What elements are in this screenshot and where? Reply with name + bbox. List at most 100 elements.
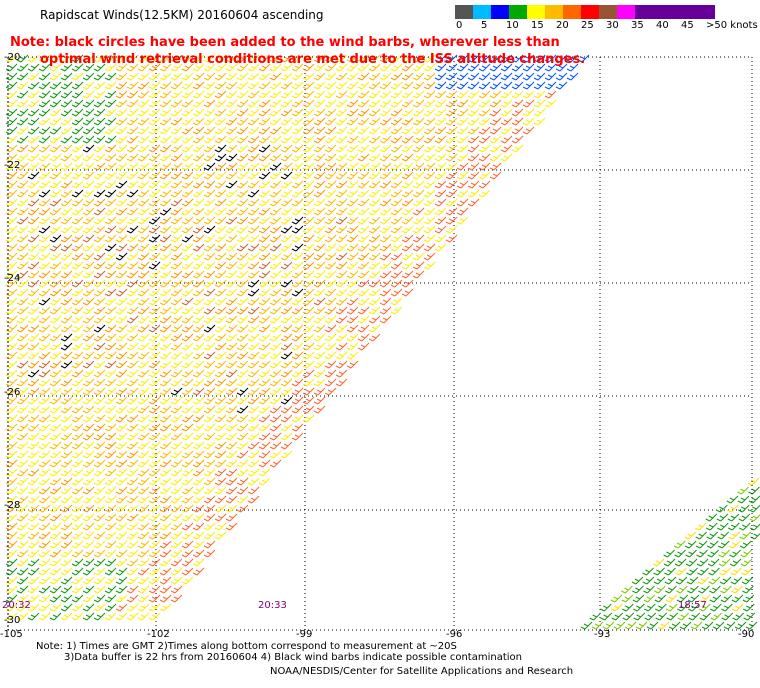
wind-barb (115, 207, 128, 216)
wind-barb (390, 54, 403, 63)
wind-barb (291, 414, 304, 423)
wind-barb (170, 360, 183, 369)
wind-barb (104, 576, 117, 585)
wind-barb (401, 108, 414, 117)
wind-barb (696, 549, 708, 558)
wind-barb (522, 99, 535, 108)
wind-barb (27, 432, 40, 441)
wind-barb (126, 198, 139, 207)
wind-barb (269, 387, 282, 396)
wind-barb (82, 63, 95, 72)
wind-barb (82, 405, 95, 414)
wind-barb (467, 108, 480, 117)
wind-barb (27, 504, 40, 513)
wind-barb (137, 387, 150, 396)
wind-barb (434, 108, 447, 117)
wind-barb (313, 234, 326, 243)
wind-barb (236, 126, 249, 135)
wind-barb (577, 54, 590, 63)
wind-barb (489, 126, 502, 135)
wind-barb (313, 189, 326, 198)
wind-barb (126, 108, 139, 117)
wind-barb (269, 153, 282, 162)
color-scale-tick: 45 (681, 20, 694, 31)
wind-barb (346, 216, 359, 225)
wind-barb (16, 288, 29, 297)
lon-label-96: -96 (446, 629, 463, 640)
wind-barb (16, 351, 29, 360)
wind-barb (82, 171, 95, 180)
wind-barb (236, 315, 249, 324)
wind-barb (49, 252, 62, 261)
wind-barb (368, 144, 381, 153)
wind-barb (313, 54, 326, 63)
wind-barb (71, 81, 84, 90)
wind-barb (225, 108, 238, 117)
wind-barb (225, 324, 238, 333)
wind-barb (203, 243, 216, 252)
wind-barb (137, 297, 150, 306)
wind-barb (93, 513, 106, 522)
wind-barb (170, 387, 183, 396)
wind-barb (93, 486, 106, 495)
wind-barb (71, 540, 84, 549)
wind-barb (49, 135, 62, 144)
wind-barb (236, 288, 249, 297)
wind-barb (423, 54, 436, 63)
wind-barb (60, 90, 73, 99)
wind-barb (313, 216, 326, 225)
wind-barb (82, 297, 95, 306)
wind-barb (511, 108, 524, 117)
wind-barb (38, 351, 51, 360)
wind-barb (291, 63, 304, 72)
wind-barb (258, 189, 271, 198)
wind-barb (412, 198, 425, 207)
wind-barb (49, 126, 62, 135)
wind-barb (589, 612, 602, 621)
wind-barb (104, 603, 117, 612)
wind-barb (258, 117, 271, 126)
wind-barb (412, 270, 425, 279)
wind-barb (71, 405, 84, 414)
wind-barb (203, 387, 216, 396)
wind-barb (137, 72, 150, 81)
wind-barb (236, 81, 249, 90)
wind-barb (49, 558, 62, 567)
wind-barb (27, 126, 40, 135)
wind-barb (181, 405, 194, 414)
wind-barb (642, 576, 655, 585)
color-scale-tick: 40 (656, 20, 669, 31)
wind-barb (181, 315, 194, 324)
wind-barb (258, 459, 271, 468)
wind-barb (423, 243, 436, 252)
wind-barb (203, 297, 216, 306)
wind-barb (368, 81, 381, 90)
wind-barb (335, 108, 348, 117)
wind-barb (214, 72, 227, 81)
wind-barb (390, 180, 403, 189)
wind-barb (170, 180, 183, 189)
wind-barb (104, 315, 117, 324)
wind-barb (192, 486, 205, 495)
wind-barb (60, 234, 73, 243)
wind-barb (203, 504, 216, 513)
wind-barb (247, 189, 260, 198)
wind-barb (82, 540, 95, 549)
wind-barb (214, 315, 227, 324)
wind-barb (247, 396, 260, 405)
wind-barb (104, 495, 117, 504)
wind-barb (214, 135, 227, 144)
wind-barb (324, 63, 337, 72)
wind-barb (434, 117, 447, 126)
wind-barb (258, 468, 271, 477)
wind-barb (445, 81, 458, 90)
wind-barb (60, 585, 73, 594)
wind-barb (489, 72, 502, 81)
wind-barb (258, 360, 271, 369)
wind-barb (214, 54, 227, 63)
wind-barb (38, 333, 51, 342)
wind-barb (16, 171, 29, 180)
wind-barb (269, 315, 282, 324)
wind-barb (126, 513, 139, 522)
wind-barb (247, 486, 260, 495)
